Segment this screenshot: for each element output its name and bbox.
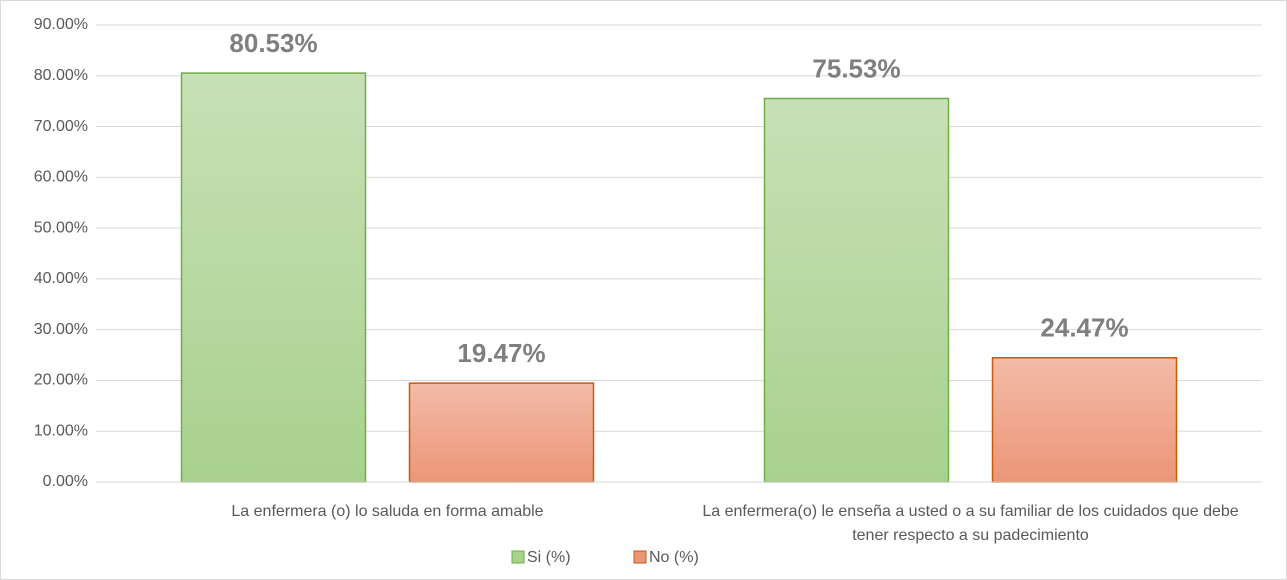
legend-label: No (%): [649, 549, 699, 566]
y-tick-label: 30.00%: [34, 321, 88, 338]
y-tick-label: 80.00%: [34, 67, 88, 84]
data-label: 19.47%: [457, 338, 545, 368]
bar: [763, 97, 950, 483]
y-tick-label: 90.00%: [34, 16, 88, 33]
y-tick-label: 70.00%: [34, 118, 88, 135]
y-tick-label: 20.00%: [34, 372, 88, 389]
y-tick-label: 50.00%: [34, 219, 88, 236]
legend-swatch: [633, 550, 647, 564]
bar: [180, 72, 367, 483]
legend-label: Si (%): [527, 549, 571, 566]
bar: [408, 382, 595, 483]
y-tick-label: 10.00%: [34, 422, 88, 439]
data-label: 24.47%: [1040, 313, 1128, 343]
data-label: 80.53%: [229, 28, 317, 58]
x-tick-label: La enfermera(o) le enseña a usted o a su…: [702, 503, 1239, 544]
data-label: 75.53%: [812, 53, 900, 83]
x-tick-label: La enfermera (o) lo saluda en forma amab…: [231, 503, 544, 520]
y-tick-label: 40.00%: [34, 270, 88, 287]
bar: [991, 356, 1178, 483]
y-tick-label: 60.00%: [34, 169, 88, 186]
y-tick-label: 0.00%: [43, 473, 88, 490]
legend-swatch: [511, 550, 525, 564]
